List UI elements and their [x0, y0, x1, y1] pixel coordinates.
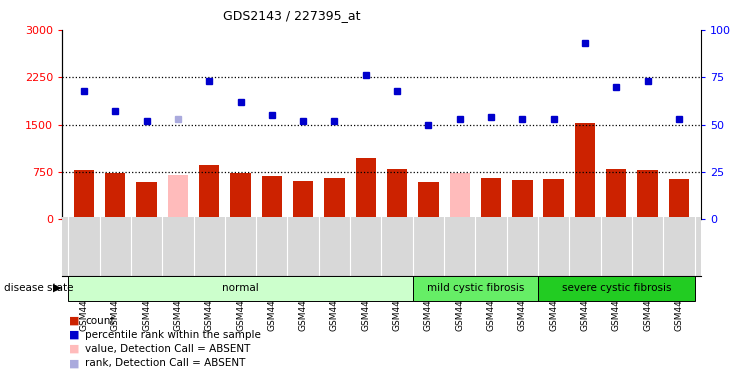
Text: ■: ■	[69, 344, 80, 354]
FancyBboxPatch shape	[69, 276, 412, 300]
Text: GDS2143 / 227395_at: GDS2143 / 227395_at	[223, 9, 361, 22]
Bar	[543, 179, 564, 219]
Text: rank, Detection Call = ABSENT: rank, Detection Call = ABSENT	[85, 358, 246, 368]
Text: value, Detection Call = ABSENT: value, Detection Call = ABSENT	[85, 344, 251, 354]
Text: percentile rank within the sample: percentile rank within the sample	[85, 330, 261, 340]
Text: normal: normal	[222, 284, 259, 293]
Bar	[137, 182, 157, 219]
Bar	[418, 182, 439, 219]
Text: ■: ■	[69, 330, 80, 340]
Bar	[606, 169, 626, 219]
FancyBboxPatch shape	[412, 276, 538, 300]
Text: ▶: ▶	[53, 283, 62, 293]
Bar	[199, 165, 220, 219]
Bar	[356, 158, 376, 219]
Bar	[105, 173, 126, 219]
Text: count: count	[85, 316, 115, 326]
Text: ■: ■	[69, 316, 80, 326]
Bar	[261, 177, 282, 219]
Text: ■: ■	[69, 358, 80, 368]
Bar	[168, 175, 188, 219]
Bar	[512, 180, 532, 219]
Bar	[293, 181, 313, 219]
Bar	[481, 178, 502, 219]
Bar	[669, 179, 689, 219]
FancyBboxPatch shape	[538, 276, 694, 300]
Text: severe cystic fibrosis: severe cystic fibrosis	[561, 284, 671, 293]
Bar	[387, 169, 407, 219]
Text: disease state: disease state	[4, 283, 73, 293]
Bar	[575, 123, 595, 219]
Bar	[231, 173, 250, 219]
Bar	[324, 178, 345, 219]
Bar	[450, 173, 470, 219]
Bar	[74, 170, 94, 219]
Text: mild cystic fibrosis: mild cystic fibrosis	[426, 284, 524, 293]
Bar	[637, 170, 658, 219]
